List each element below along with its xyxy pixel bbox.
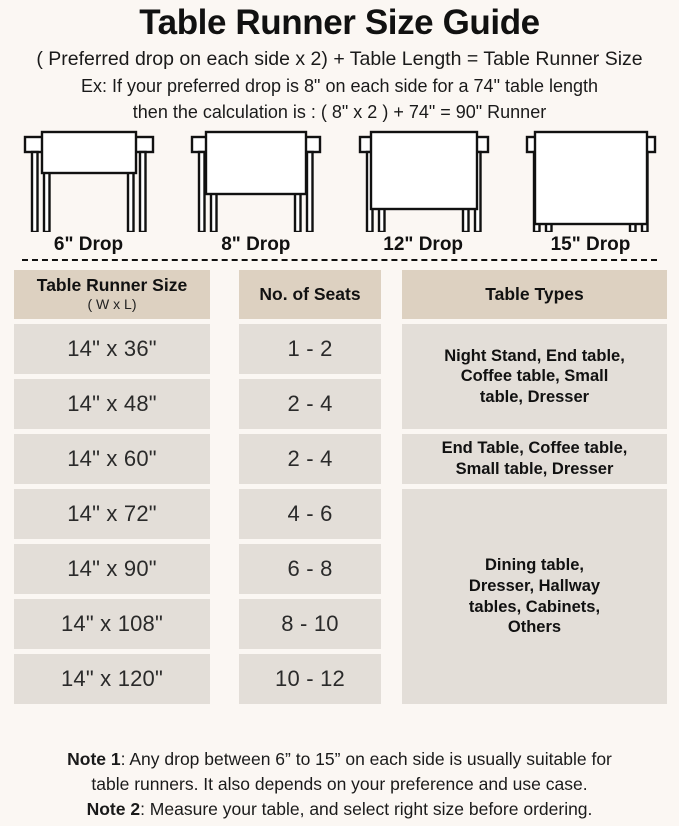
table-row: 10 - 12 <box>239 654 381 704</box>
header-seats: No. of Seats <box>239 270 381 319</box>
drop-label-row: 6" Drop 8" Drop 12" Drop 15" Drop <box>0 233 679 257</box>
table-types-line: Coffee table, Small <box>460 367 609 386</box>
column-runner-size: Table Runner Size ( W x L) 14" x 36" 14"… <box>14 270 210 709</box>
header-runner-size: Table Runner Size ( W x L) <box>14 270 210 319</box>
section-divider <box>22 259 657 261</box>
table-types-line: End Table, Coffee table, <box>441 439 628 458</box>
table-types-line: table, Dresser <box>479 387 590 406</box>
drop-diagrams <box>0 124 679 232</box>
note-1-continuation: table runners. It also depends on your p… <box>8 772 671 797</box>
table-types-line: tables, Cabinets, <box>468 597 601 616</box>
table-row: 14" x 48" <box>14 379 210 429</box>
header-table-types: Table Types <box>402 270 667 319</box>
table-types-group-small: Night Stand, End table, Coffee table, Sm… <box>402 324 667 429</box>
table-row: 8 - 10 <box>239 599 381 649</box>
table-diagram-12-inch <box>341 130 506 232</box>
note-1-text-continued: table runners. It also depends on your p… <box>91 774 588 794</box>
drop-label-6-inch: 6" Drop <box>53 234 124 255</box>
table-row: 2 - 4 <box>239 434 381 484</box>
table-diagram-6-inch <box>6 130 171 232</box>
table-row: 14" x 90" <box>14 544 210 594</box>
table-row: 14" x 72" <box>14 489 210 539</box>
table-drawing-6-inch <box>23 130 155 232</box>
table-row: 1 - 2 <box>239 324 381 374</box>
table-drawing-8-inch <box>191 130 322 232</box>
example-line-2: then the calculation is : ( 8" x 2 ) + 7… <box>132 102 547 122</box>
table-row: 4 - 6 <box>239 489 381 539</box>
note-2-label: Note 2 <box>86 799 141 819</box>
table-diagram-15-inch <box>508 130 673 232</box>
drop-label-15-inch: 15" Drop <box>550 234 631 255</box>
header: Table Runner Size Guide ( Preferred drop… <box>0 0 679 124</box>
table-row: 6 - 8 <box>239 544 381 594</box>
size-table: Table Runner Size ( W x L) 14" x 36" 14"… <box>0 270 679 709</box>
table-row: 14" x 60" <box>14 434 210 484</box>
table-row: 2 - 4 <box>239 379 381 429</box>
table-types-line: Dresser, Hallway <box>468 576 601 595</box>
table-types-line: Small table, Dresser <box>455 460 614 478</box>
formula-line: ( Preferred drop on each side x 2) + Tab… <box>36 48 643 70</box>
header-runner-size-label: Table Runner Size <box>36 275 188 296</box>
table-types-line: Night Stand, End table, <box>444 346 625 365</box>
table-row: 14" x 36" <box>14 324 210 374</box>
page-title: Table Runner Size Guide <box>139 3 540 42</box>
header-runner-size-sublabel: ( W x L) <box>87 295 137 312</box>
table-types-line: Others <box>507 618 562 637</box>
table-row: 14" x 108" <box>14 599 210 649</box>
column-seats: No. of Seats 1 - 2 2 - 4 2 - 4 4 - 6 6 -… <box>239 270 381 709</box>
notes-section: Note 1: Any drop between 6” to 15” on ea… <box>0 747 679 822</box>
note-1-label: Note 1 <box>67 749 121 769</box>
table-drawing-15-inch <box>525 130 657 232</box>
note-2: Note 2: Measure your table, and select r… <box>8 797 671 822</box>
column-table-types: Table Types Night Stand, End table, Coff… <box>402 270 667 709</box>
drop-label-12-inch: 12" Drop <box>383 234 464 255</box>
example-line-1: Ex: If your preferred drop is 8" on each… <box>80 76 599 96</box>
note-2-text: : Measure your table, and select right s… <box>140 799 593 819</box>
note-1-text: : Any drop between 6” to 15” on each sid… <box>120 749 612 769</box>
header-table-types-label: Table Types <box>485 283 584 304</box>
note-1: Note 1: Any drop between 6” to 15” on ea… <box>8 747 671 772</box>
header-seats-label: No. of Seats <box>259 283 361 304</box>
table-types-line: Dining table, <box>484 556 584 575</box>
table-types-group-large: Dining table, Dresser, Hallway tables, C… <box>402 489 667 704</box>
table-drawing-12-inch <box>358 130 489 232</box>
table-row: 14" x 120" <box>14 654 210 704</box>
table-diagram-8-inch <box>173 130 338 232</box>
table-types-group-medium: End Table, Coffee table, Small table, Dr… <box>402 434 667 484</box>
drop-label-8-inch: 8" Drop <box>221 234 291 255</box>
